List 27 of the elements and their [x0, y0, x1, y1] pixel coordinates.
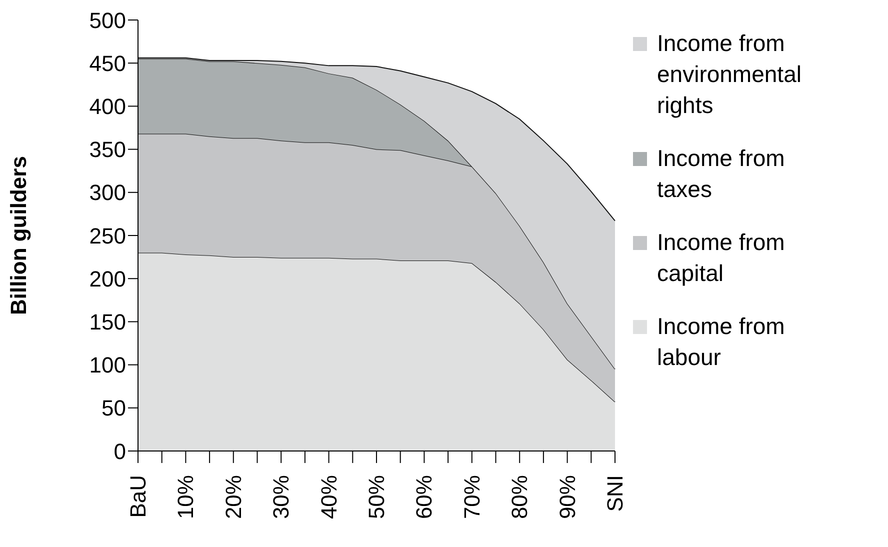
y-tick-label: 400	[89, 94, 126, 120]
legend-label: Income from labour	[657, 312, 786, 372]
x-tick-label: 90%	[554, 475, 580, 520]
y-tick-label: 350	[89, 137, 126, 162]
y-tick-label: 0	[114, 438, 126, 464]
legend-label: Income from taxes	[657, 144, 786, 204]
x-tick-label: 50%	[364, 475, 389, 520]
y-tick-label: 450	[89, 50, 126, 76]
x-tick-label: SNI	[602, 475, 628, 512]
x-tick-label: 80%	[507, 475, 532, 520]
y-tick-label: 250	[89, 223, 126, 248]
y-tick-label: 100	[89, 352, 126, 378]
legend-label: Income from capital	[657, 228, 786, 288]
x-tick-label: 40%	[316, 475, 342, 520]
y-tick-label: 50	[102, 396, 126, 421]
y-tick-label: 500	[89, 8, 126, 33]
y-tick-label: 150	[89, 310, 126, 335]
x-tick-label: 10%	[173, 475, 198, 520]
y-tick-label: 300	[89, 180, 126, 206]
x-tick-label: 20%	[220, 475, 246, 520]
x-tick-label: 30%	[268, 475, 294, 520]
legend-label: Income from environmental rights	[657, 29, 802, 120]
y-tick-label: 200	[89, 266, 126, 292]
x-tick-label: 60%	[412, 475, 437, 520]
x-tick-label: BaU	[126, 475, 150, 518]
x-tick-label: 70%	[459, 475, 484, 520]
y-axis-title: Billion guilders	[6, 156, 31, 315]
